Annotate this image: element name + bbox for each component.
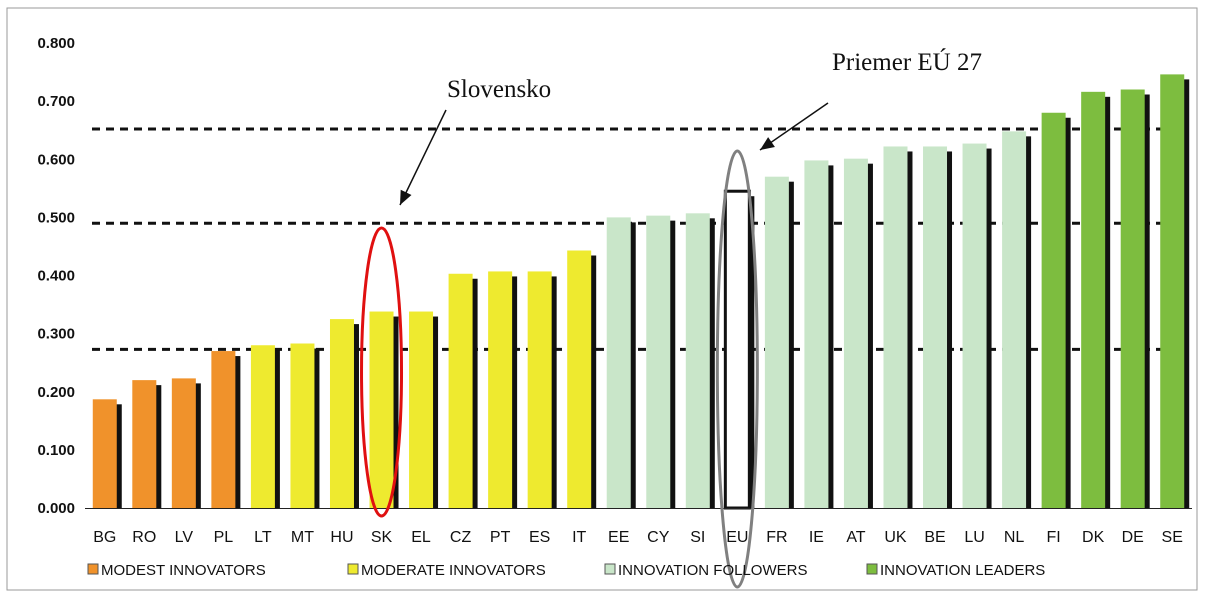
- bar-pt: [488, 271, 513, 508]
- bar-el: [409, 311, 434, 508]
- annotation-arrowhead-slovensko: [400, 189, 412, 205]
- x-tick-label: SK: [371, 529, 393, 546]
- bar-ro: [132, 380, 157, 508]
- highlight-ellipse-sk: [360, 226, 404, 518]
- y-tick-label: 0.200: [37, 384, 75, 401]
- legend-swatch-modest: [87, 563, 99, 575]
- bar-it: [567, 250, 592, 508]
- legend-label-leader: INNOVATION LEADERS: [880, 562, 1045, 579]
- y-tick-label: 0.700: [37, 93, 75, 110]
- bar-uk: [883, 146, 908, 508]
- legend: MODEST INNOVATORS MODERATE INNOVATORS INNO…: [87, 562, 1045, 579]
- x-tick-label: IE: [809, 529, 824, 546]
- x-tick-label: PL: [214, 529, 234, 546]
- bar-eu: [723, 189, 751, 510]
- x-tick-label: IT: [572, 529, 586, 546]
- y-tick-label: 0.800: [37, 35, 75, 52]
- bar-lt: [250, 345, 275, 508]
- y-axis-ticks: 0.000 0.100 0.200 0.300 0.400 0.500 0.600 0.700…: [37, 35, 75, 517]
- bar-mt: [290, 343, 315, 508]
- bar-ie: [804, 160, 829, 508]
- x-tick-label: EU: [726, 529, 748, 546]
- bar-be: [923, 146, 948, 508]
- bar-se: [1160, 74, 1185, 508]
- bar-cz: [448, 273, 473, 508]
- x-tick-label: EL: [411, 529, 431, 546]
- bar-de: [1120, 89, 1145, 508]
- bar-hu: [329, 319, 354, 508]
- y-tick-label: 0.100: [37, 442, 75, 459]
- x-tick-label: SE: [1162, 529, 1183, 546]
- legend-label-moderate: MODERATE INNOVATORS: [361, 562, 546, 579]
- x-tick-label: EE: [608, 529, 629, 546]
- x-tick-label: UK: [884, 529, 907, 546]
- x-tick-label: ES: [529, 529, 550, 546]
- x-tick-label: FI: [1047, 529, 1061, 546]
- annotations: Slovensko Priemer EÚ 27: [399, 48, 982, 206]
- bar-lv: [171, 378, 196, 508]
- y-tick-label: 0.400: [37, 268, 75, 285]
- x-tick-label: DE: [1122, 529, 1144, 546]
- x-tick-label: DK: [1082, 529, 1105, 546]
- annotation-arrow-slovensko: [399, 109, 447, 206]
- bar-fr: [764, 176, 789, 508]
- chart-frame: [6, 7, 1198, 591]
- x-tick-label: MT: [291, 529, 314, 546]
- x-axis-labels: BG RO LV PL LT MT HU SK EL CZ PT ES IT EE CY SI EU FR IE AT…: [93, 529, 1183, 546]
- legend-swatch-moderate: [347, 563, 359, 575]
- x-tick-label: CY: [647, 529, 670, 546]
- x-tick-label: AT: [846, 529, 865, 546]
- y-tick-label: 0.300: [37, 326, 75, 343]
- x-tick-label: SI: [690, 529, 705, 546]
- bar-at: [843, 158, 868, 508]
- bar-si: [685, 213, 710, 508]
- x-tick-label: NL: [1004, 529, 1025, 546]
- legend-swatch-follower: [604, 563, 616, 575]
- bar-lu: [962, 143, 987, 508]
- bar-sk: [369, 311, 394, 508]
- bar-cy: [646, 215, 671, 508]
- x-tick-label: LT: [254, 529, 272, 546]
- x-tick-label: CZ: [450, 529, 472, 546]
- x-tick-label: PT: [490, 529, 511, 546]
- annotation-slovensko: Slovensko: [447, 76, 551, 103]
- legend-swatch-leader: [866, 563, 878, 575]
- x-tick-label: RO: [132, 529, 156, 546]
- highlight-ellipse-eu: [715, 149, 759, 589]
- annotation-arrowhead-eu-average: [760, 137, 775, 150]
- bar-dk: [1081, 91, 1106, 508]
- annotation-eu-average: Priemer EÚ 27: [832, 48, 982, 76]
- x-tick-label: LV: [175, 529, 194, 546]
- x-tick-label: FR: [766, 529, 787, 546]
- bar-pl: [211, 351, 236, 508]
- bar-bg: [92, 399, 117, 508]
- y-tick-label: 0.500: [37, 209, 75, 226]
- x-tick-label: BG: [93, 529, 116, 546]
- legend-label-follower: INNOVATION FOLLOWERS: [618, 562, 807, 579]
- highlight-ellipses: [360, 149, 759, 589]
- bar-ee: [606, 217, 631, 508]
- bar-es: [527, 271, 552, 508]
- x-tick-label: HU: [330, 529, 353, 546]
- bar-fi: [1041, 112, 1066, 508]
- bars: [92, 74, 1190, 510]
- y-tick-label: 0.600: [37, 151, 75, 168]
- x-tick-label: LU: [964, 529, 984, 546]
- legend-label-modest: MODEST INNOVATORS: [101, 562, 266, 579]
- x-tick-label: BE: [924, 529, 945, 546]
- bar-nl: [1002, 131, 1027, 508]
- y-tick-label: 0.000: [37, 500, 75, 517]
